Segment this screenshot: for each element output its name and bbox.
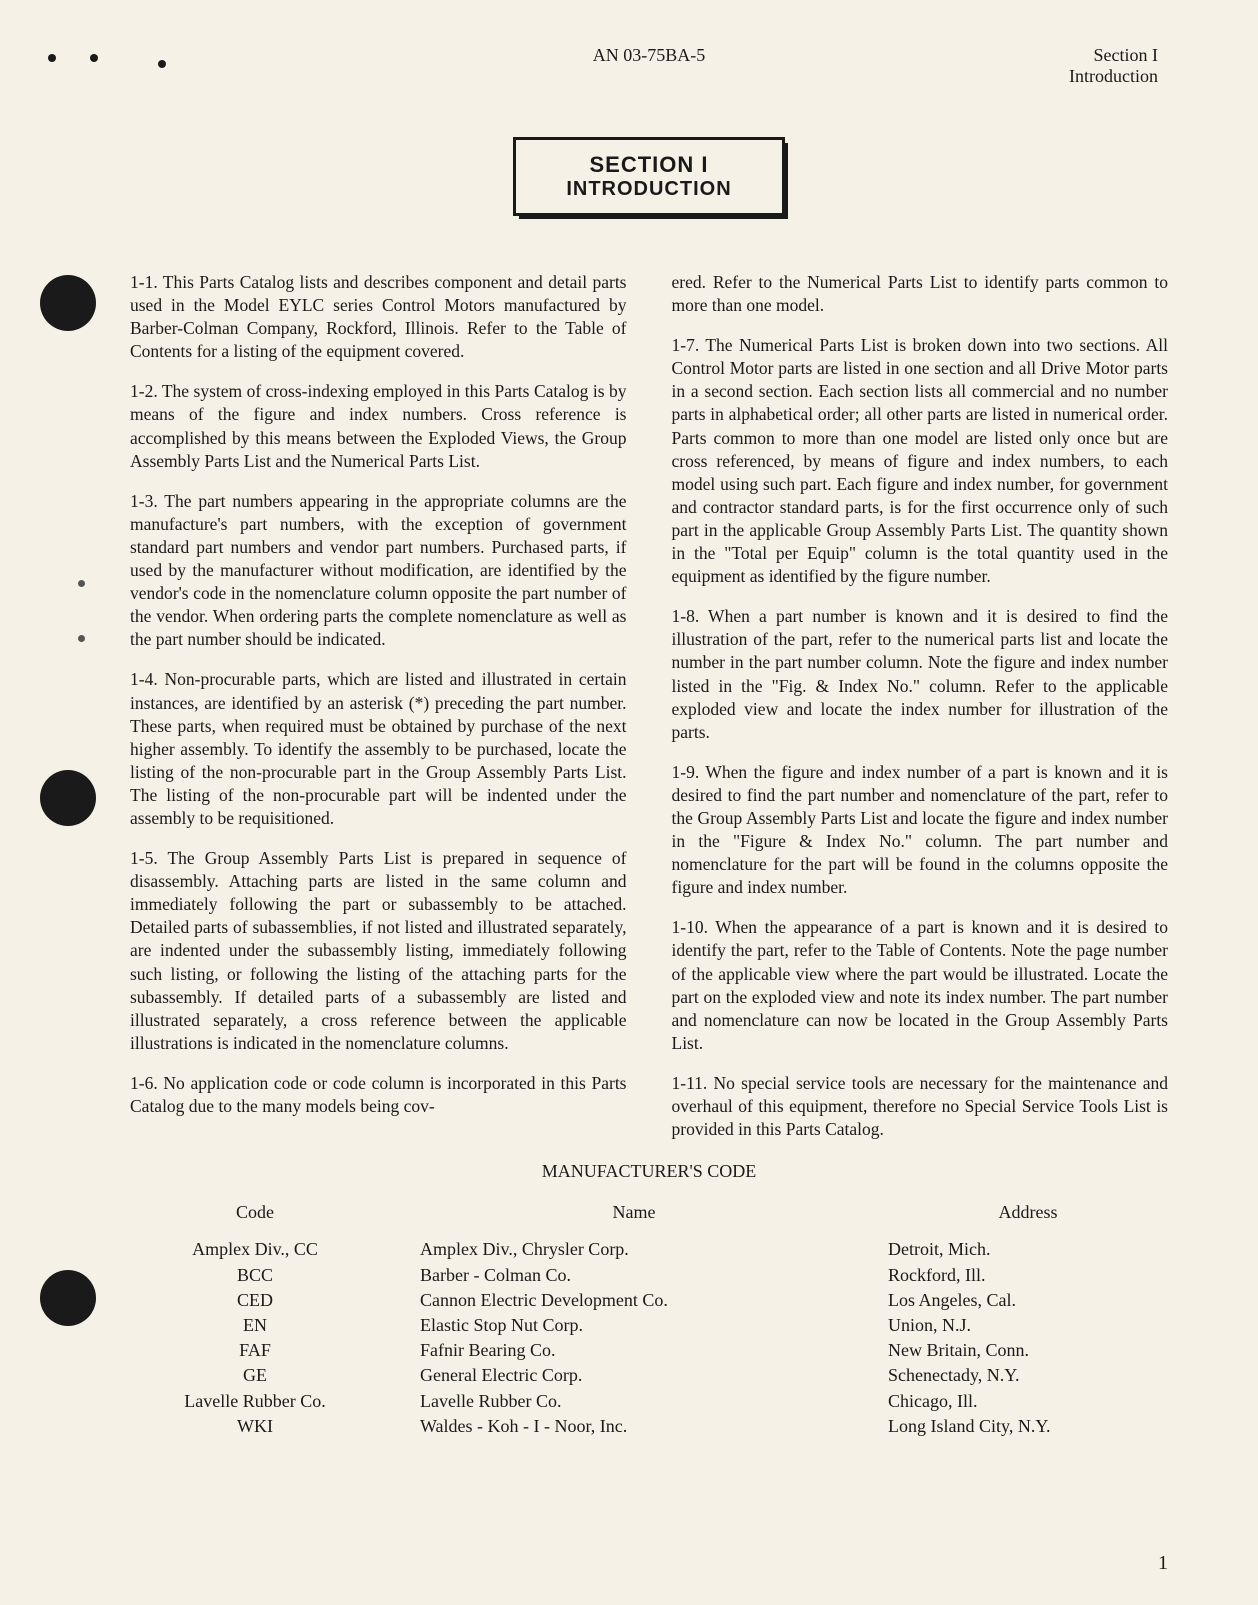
table-row: Lavelle Rubber Co. Lavelle Rubber Co. Ch… [130, 1389, 1168, 1414]
header-right-line2: Introduction [958, 66, 1158, 87]
right-column: ered. Refer to the Numerical Parts List … [672, 271, 1169, 1141]
cell-name: Lavelle Rubber Co. [380, 1389, 888, 1414]
body-columns: 1-1. This Parts Catalog lists and descri… [130, 271, 1168, 1141]
cell-address: Detroit, Mich. [888, 1237, 1168, 1262]
cell-code: Amplex Div., CC [130, 1237, 380, 1262]
section-heading-box-wrap: SECTION I INTRODUCTION [130, 137, 1168, 216]
manufacturers-code-table: Code Name Address Amplex Div., CC Amplex… [130, 1200, 1168, 1439]
cell-code: BCC [130, 1263, 380, 1288]
cell-address: Chicago, Ill. [888, 1389, 1168, 1414]
table-row: Amplex Div., CC Amplex Div., Chrysler Co… [130, 1237, 1168, 1262]
punch-hole [40, 1270, 96, 1326]
cell-code: WKI [130, 1414, 380, 1439]
paragraph: 1-5. The Group Assembly Parts List is pr… [130, 847, 627, 1055]
punch-hole [40, 770, 96, 826]
page-number: 1 [1158, 1552, 1168, 1575]
table-row: BCC Barber - Colman Co. Rockford, Ill. [130, 1263, 1168, 1288]
section-number: SECTION I [566, 152, 731, 178]
paragraph: 1-6. No application code or code column … [130, 1072, 627, 1118]
cell-address: Union, N.J. [888, 1313, 1168, 1338]
scan-artifact-dot [78, 635, 85, 642]
cell-name: Fafnir Bearing Co. [380, 1338, 888, 1363]
table-header-name: Name [380, 1200, 888, 1225]
cell-code: EN [130, 1313, 380, 1338]
table-row: FAF Fafnir Bearing Co. New Britain, Conn… [130, 1338, 1168, 1363]
cell-address: Rockford, Ill. [888, 1263, 1168, 1288]
header-right-line1: Section I [958, 45, 1158, 66]
manufacturers-code-title: MANUFACTURER'S CODE [130, 1161, 1168, 1182]
punch-hole [40, 275, 96, 331]
paragraph: 1-10. When the appearance of a part is k… [672, 916, 1169, 1055]
section-title: INTRODUCTION [566, 178, 731, 201]
cell-code: Lavelle Rubber Co. [130, 1389, 380, 1414]
cell-code: GE [130, 1363, 380, 1388]
paragraph: 1-4. Non-procurable parts, which are lis… [130, 668, 627, 830]
cell-address: Schenectady, N.Y. [888, 1363, 1168, 1388]
cell-code: FAF [130, 1338, 380, 1363]
cell-code: CED [130, 1288, 380, 1313]
scan-artifact-dot [158, 60, 166, 68]
table-row: EN Elastic Stop Nut Corp. Union, N.J. [130, 1313, 1168, 1338]
left-column: 1-1. This Parts Catalog lists and descri… [130, 271, 627, 1141]
scan-artifact-dot [78, 580, 85, 587]
cell-name: Cannon Electric Development Co. [380, 1288, 888, 1313]
cell-address: Los Angeles, Cal. [888, 1288, 1168, 1313]
page-header: AN 03-75BA-5 Section I Introduction [130, 45, 1168, 87]
header-section-label: Section I Introduction [958, 45, 1158, 87]
paragraph: 1-7. The Numerical Parts List is broken … [672, 334, 1169, 588]
paragraph: 1-9. When the figure and index number of… [672, 761, 1169, 900]
table-row: GE General Electric Corp. Schenectady, N… [130, 1363, 1168, 1388]
section-heading-box: SECTION I INTRODUCTION [513, 137, 784, 216]
cell-address: New Britain, Conn. [888, 1338, 1168, 1363]
cell-address: Long Island City, N.Y. [888, 1414, 1168, 1439]
cell-name: Amplex Div., Chrysler Corp. [380, 1237, 888, 1262]
table-header-code: Code [130, 1200, 380, 1225]
document-page: AN 03-75BA-5 Section I Introduction SECT… [0, 0, 1258, 1605]
paragraph: 1-2. The system of cross-indexing employ… [130, 380, 627, 472]
cell-name: Barber - Colman Co. [380, 1263, 888, 1288]
table-row: WKI Waldes - Koh - I - Noor, Inc. Long I… [130, 1414, 1168, 1439]
scan-artifact-dot [48, 54, 56, 62]
paragraph: 1-1. This Parts Catalog lists and descri… [130, 271, 627, 363]
table-header-address: Address [888, 1200, 1168, 1225]
table-row: CED Cannon Electric Development Co. Los … [130, 1288, 1168, 1313]
scan-artifact-dot [90, 54, 98, 62]
cell-name: General Electric Corp. [380, 1363, 888, 1388]
cell-name: Elastic Stop Nut Corp. [380, 1313, 888, 1338]
paragraph: 1-3. The part numbers appearing in the a… [130, 490, 627, 652]
header-document-code: AN 03-75BA-5 [340, 45, 958, 66]
paragraph: 1-8. When a part number is known and it … [672, 605, 1169, 744]
table-header-row: Code Name Address [130, 1200, 1168, 1225]
paragraph: 1-11. No special service tools are neces… [672, 1072, 1169, 1141]
cell-name: Waldes - Koh - I - Noor, Inc. [380, 1414, 888, 1439]
paragraph: ered. Refer to the Numerical Parts List … [672, 271, 1169, 317]
